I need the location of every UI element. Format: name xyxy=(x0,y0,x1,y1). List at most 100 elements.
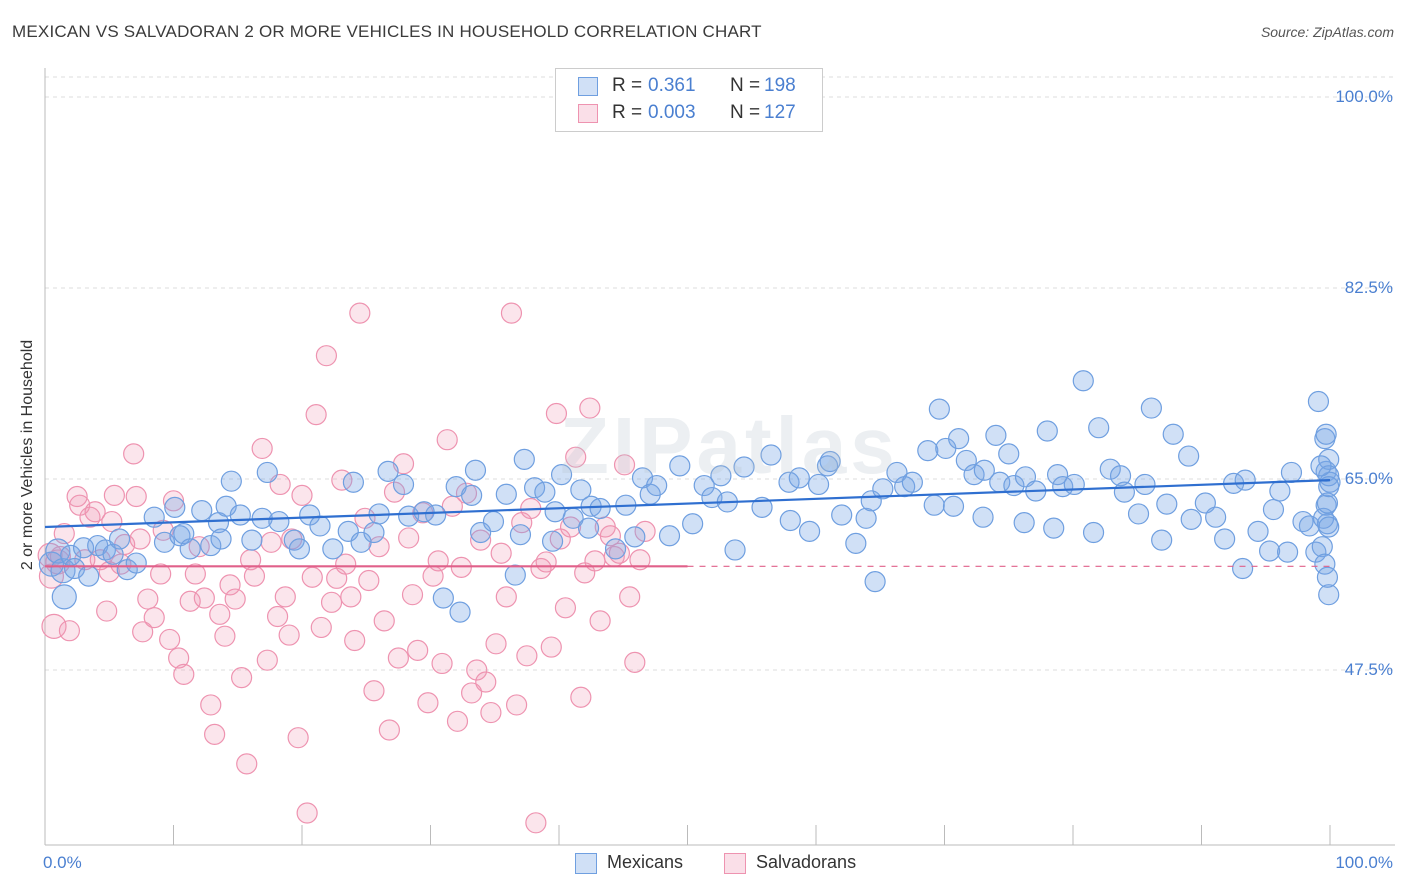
mexican-point xyxy=(1063,473,1085,496)
mexican-point xyxy=(164,496,186,518)
mexican-point xyxy=(309,515,331,537)
salvadoran-point xyxy=(490,542,512,564)
salvadoran-point xyxy=(466,659,488,681)
salvadoran-point xyxy=(243,565,266,587)
mexican-point xyxy=(461,484,483,506)
mexican-point xyxy=(788,467,810,489)
mexican-point xyxy=(1205,506,1227,528)
mexican-point xyxy=(807,473,830,496)
salvadoran-point xyxy=(224,588,246,610)
mexican-point xyxy=(377,460,399,482)
x-tick-label-100: 100.0% xyxy=(1335,853,1393,872)
mexican-point xyxy=(693,474,715,497)
mexicans-points xyxy=(38,370,1341,623)
mexican-point xyxy=(1307,390,1330,413)
salvadoran-point xyxy=(373,610,395,632)
stats-legend: R = 0.361 N = 198 R = 0.003 N = 127 xyxy=(555,68,823,132)
salvadoran-point xyxy=(505,694,528,716)
legend-n-label: N = xyxy=(730,102,761,123)
salvadoran-point xyxy=(188,536,210,558)
mexican-point xyxy=(45,538,71,564)
bottom-swatch-salvadorans xyxy=(724,853,746,874)
mexican-point xyxy=(51,584,77,610)
mexican-point xyxy=(495,483,517,505)
mexican-point xyxy=(798,520,821,542)
mexican-point xyxy=(973,459,995,481)
mexican-point xyxy=(864,570,886,593)
salvadoran-point xyxy=(495,586,517,608)
mexican-point xyxy=(504,564,526,586)
mexican-point xyxy=(948,428,970,450)
mexican-point xyxy=(1318,476,1340,498)
salvadoran-point xyxy=(58,620,81,642)
salvadoran-point xyxy=(629,549,651,571)
salvadoran-point xyxy=(162,490,185,512)
mexican-point xyxy=(363,521,385,544)
salvadoran-point xyxy=(485,633,507,655)
salvadoran-point xyxy=(545,402,568,425)
salvadoran-point xyxy=(540,636,562,658)
mexican-point xyxy=(191,500,213,522)
mexican-point xyxy=(1113,481,1136,503)
axes xyxy=(44,68,1395,846)
mexican-point xyxy=(78,565,100,587)
mexican-point xyxy=(1036,420,1058,442)
mexican-point xyxy=(658,525,681,547)
salvadoran-point xyxy=(525,812,547,834)
salvadoran-point xyxy=(619,586,641,608)
salvadoran-point xyxy=(516,645,538,667)
salvadoran-point xyxy=(278,624,300,646)
mexican-point xyxy=(241,529,263,551)
mexican-point xyxy=(570,479,592,501)
chart-title: MEXICAN VS SALVADORAN 2 OR MORE VEHICLES… xyxy=(12,22,762,41)
mexican-point xyxy=(550,464,573,486)
mexican-point xyxy=(1269,480,1291,502)
salvadoran-point xyxy=(446,710,469,732)
mexican-point xyxy=(1314,553,1336,575)
salvadoran-point xyxy=(184,563,206,585)
salvadoran-point xyxy=(260,531,282,553)
salvadoran-point xyxy=(150,563,172,585)
mexican-point xyxy=(963,464,985,486)
salvadoran-point xyxy=(613,454,636,476)
salvadoran-point xyxy=(584,550,606,572)
mexican-point xyxy=(108,528,131,550)
salvadoran-point xyxy=(407,639,429,661)
mexican-point xyxy=(1311,536,1333,558)
mexicans-trend-line xyxy=(44,478,1331,529)
mexican-point xyxy=(544,501,566,523)
mexican-point xyxy=(125,552,147,574)
mexican-point xyxy=(624,526,646,548)
salvadoran-point xyxy=(193,587,215,609)
salvadoran-point xyxy=(599,525,622,547)
salvadoran-point xyxy=(66,485,88,508)
legend-r-label: R = xyxy=(612,102,643,123)
mexican-point xyxy=(751,496,773,518)
mexican-point xyxy=(513,448,535,470)
mexican-point xyxy=(1280,461,1303,484)
bottom-swatch-mexicans xyxy=(575,853,597,874)
mexican-point xyxy=(831,504,853,526)
salvadoran-point xyxy=(84,501,106,523)
salvadoran-point xyxy=(579,397,601,419)
mexican-point xyxy=(1262,498,1285,521)
salvadoran-point xyxy=(401,584,424,606)
salvadoran-point xyxy=(570,686,592,708)
y-tick-label-82-5: 82.5% xyxy=(1344,278,1393,297)
salvadoran-point xyxy=(349,302,371,324)
mexican-point xyxy=(872,478,894,500)
salvadoran-point xyxy=(358,569,380,592)
mexican-point xyxy=(1232,557,1254,580)
salvadoran-point xyxy=(173,663,195,685)
mexican-point xyxy=(1316,566,1339,588)
mexican-point xyxy=(229,504,251,526)
salvadoran-point xyxy=(123,443,145,465)
salvadoran-point xyxy=(436,429,458,451)
salvadoran-point xyxy=(320,591,343,613)
mexican-point xyxy=(220,470,242,492)
mexican-point xyxy=(268,510,290,533)
mexican-point xyxy=(923,494,945,516)
salvadoran-point xyxy=(168,647,190,669)
mexican-point xyxy=(998,443,1020,465)
